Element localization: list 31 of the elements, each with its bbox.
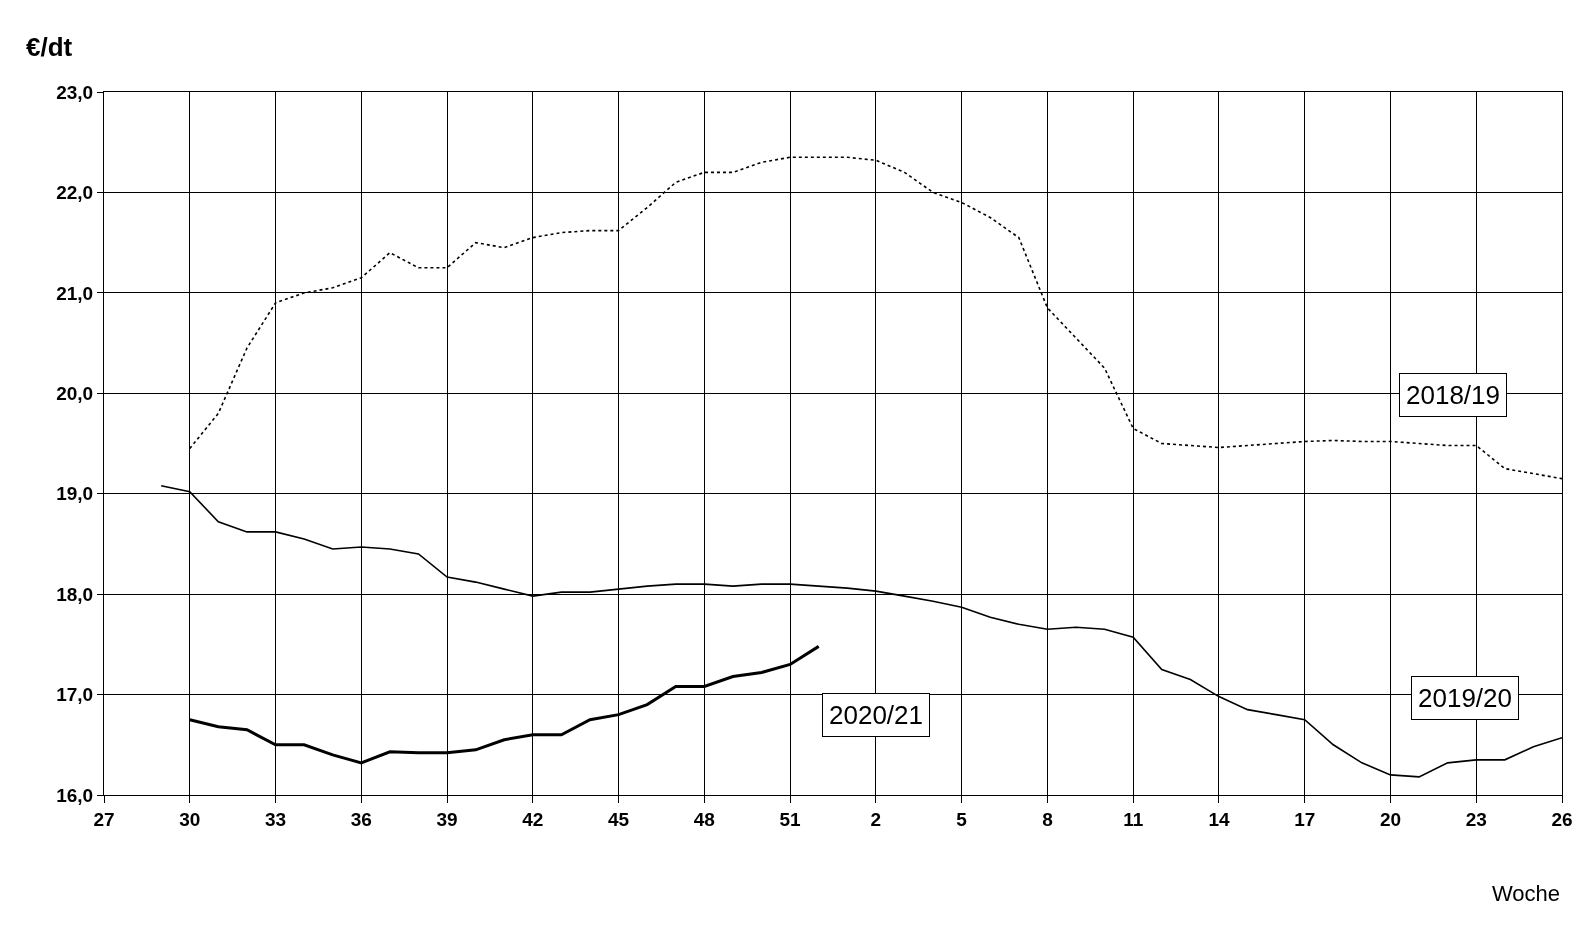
x-tick-label: 2 [870, 808, 882, 830]
x-tick-label: 8 [1042, 808, 1053, 830]
x-tick-label: 17 [1294, 808, 1316, 830]
x-tick-label: 39 [436, 808, 458, 830]
y-tick-label: 17,0 [56, 684, 94, 706]
series-label: 2018/19 [1406, 380, 1500, 410]
x-tick-label: 33 [264, 808, 287, 830]
x-tick-label: 48 [693, 808, 715, 830]
y-tick-label: 19,0 [56, 483, 94, 505]
y-tick-label: 20,0 [56, 382, 94, 404]
series-label: 2020/21 [829, 700, 923, 730]
x-tick-label: 26 [1551, 808, 1573, 830]
x-tick-label: 36 [350, 808, 372, 830]
y-axis-title: €/dt [26, 32, 73, 62]
y-tick-label: 23,0 [56, 81, 94, 103]
x-tick-label: 51 [779, 808, 802, 830]
x-tick-label: 5 [956, 808, 968, 830]
x-tick-label: 42 [522, 808, 544, 830]
x-tick-label: 20 [1379, 808, 1402, 830]
x-tick-label: 45 [608, 808, 630, 830]
x-tick-label: 14 [1208, 808, 1230, 830]
x-tick-label: 11 [1123, 808, 1144, 830]
y-tick-label: 18,0 [56, 583, 94, 605]
series-label: 2019/20 [1418, 683, 1512, 713]
y-tick-label: 22,0 [56, 182, 94, 204]
y-tick-label: 21,0 [56, 282, 94, 304]
x-tick-label: 30 [179, 808, 201, 830]
x-tick-label: 27 [93, 808, 115, 830]
y-tick-label: 16,0 [56, 784, 94, 806]
x-tick-label: 23 [1465, 808, 1487, 830]
x-axis-title: Woche [1492, 881, 1561, 906]
